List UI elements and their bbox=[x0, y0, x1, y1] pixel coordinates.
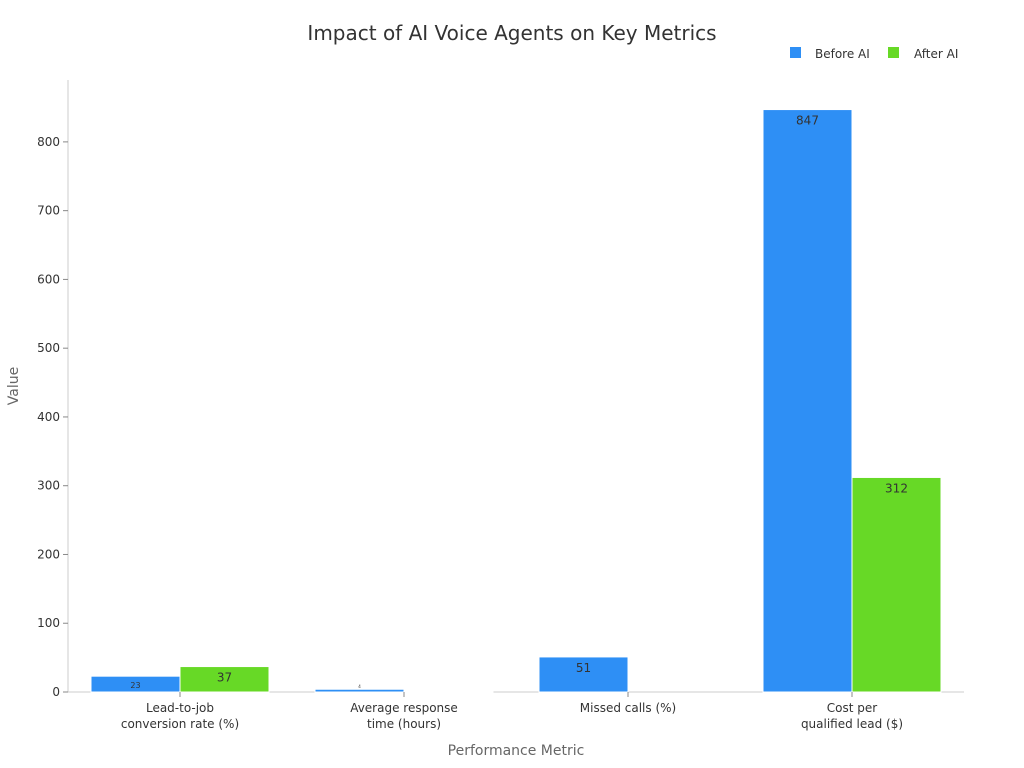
x-category-label: Cost per qualified lead ($) bbox=[801, 701, 903, 731]
legend-label-after-ai: After AI bbox=[914, 47, 958, 61]
data-label-before-ai-1: 4 bbox=[358, 684, 361, 689]
x-axis-categories: Lead-to-job conversion rate (%) Average re… bbox=[121, 692, 903, 731]
bars: 23 37 4 51 847 312 bbox=[90, 109, 942, 693]
y-tick-label: 400 bbox=[37, 410, 60, 424]
data-label-before-ai-0: 23 bbox=[130, 681, 140, 690]
y-tick-label: 300 bbox=[37, 479, 60, 493]
y-tick-label: 800 bbox=[37, 135, 60, 149]
legend: Before AI After AI bbox=[790, 47, 958, 61]
bar-after-ai-3 bbox=[851, 476, 942, 693]
x-category-label: Average response time (hours) bbox=[350, 701, 458, 731]
chart-title: Impact of AI Voice Agents on Key Metrics bbox=[307, 21, 716, 45]
y-tick-label: 0 bbox=[52, 685, 60, 699]
bar-after-ai-0 bbox=[179, 666, 270, 693]
y-tick-label: 700 bbox=[37, 204, 60, 218]
legend-swatch-before-ai bbox=[790, 47, 801, 58]
bar-before-ai-1 bbox=[314, 688, 405, 693]
y-axis-ticks: 0 100 200 300 400 500 600 700 800 bbox=[37, 135, 68, 699]
x-axis-title: Performance Metric bbox=[448, 743, 585, 759]
legend-swatch-after-ai bbox=[888, 47, 899, 58]
y-tick-label: 500 bbox=[37, 341, 60, 355]
x-category-label: Missed calls (%) bbox=[580, 701, 676, 715]
y-tick-label: 600 bbox=[37, 272, 60, 286]
y-axis-title: Value bbox=[6, 367, 22, 405]
data-label-after-ai-3: 312 bbox=[885, 481, 908, 495]
bar-before-ai-2 bbox=[538, 656, 629, 693]
data-label-before-ai-3: 847 bbox=[796, 114, 819, 128]
bar-before-ai-3 bbox=[762, 109, 853, 693]
y-tick-label: 100 bbox=[37, 616, 60, 630]
x-category-label: Lead-to-job conversion rate (%) bbox=[121, 701, 239, 731]
data-label-before-ai-2: 51 bbox=[576, 661, 591, 675]
legend-label-before-ai: Before AI bbox=[815, 47, 870, 61]
data-label-after-ai-0: 37 bbox=[217, 671, 232, 685]
y-tick-label: 200 bbox=[37, 547, 60, 561]
